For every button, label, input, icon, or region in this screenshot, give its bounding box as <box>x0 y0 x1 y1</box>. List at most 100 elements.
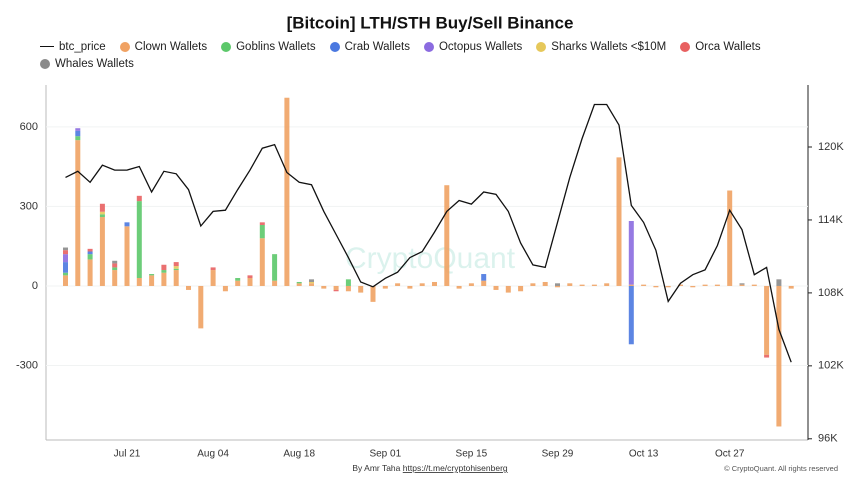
x-tick-label: Jul 21 <box>114 449 141 460</box>
x-tick-label: Oct 13 <box>629 449 659 460</box>
bar <box>272 280 278 286</box>
bar <box>382 285 388 289</box>
bar <box>235 280 241 286</box>
legend-swatch <box>329 41 340 52</box>
bar <box>333 285 339 290</box>
x-tick-label: Aug 18 <box>283 449 315 460</box>
y2-tick-label: 114K <box>818 214 844 226</box>
bar <box>173 268 179 271</box>
bar <box>75 140 81 286</box>
bar <box>173 262 179 267</box>
y2-tick-label: 120K <box>818 141 844 153</box>
bar <box>653 285 659 288</box>
bar <box>739 283 745 285</box>
bar <box>616 157 622 286</box>
bar <box>75 136 81 141</box>
x-tick-label: Sep 29 <box>542 449 574 460</box>
bar <box>173 266 179 269</box>
bar <box>259 222 265 225</box>
bar <box>555 283 560 286</box>
legend-swatch <box>40 46 54 47</box>
legend-label: Clown Wallets <box>134 40 208 53</box>
legend-item[interactable]: btc_price <box>40 39 106 54</box>
bar <box>678 284 683 286</box>
bar <box>284 97 290 286</box>
legend-label: Octopus Wallets <box>438 40 523 53</box>
bar <box>345 285 351 292</box>
bar <box>99 203 105 212</box>
bar <box>136 201 142 279</box>
legend-swatch <box>40 58 50 69</box>
bar <box>198 285 204 329</box>
legend-item[interactable]: Whales Wallets <box>40 56 134 71</box>
price-line <box>65 103 792 363</box>
bar <box>702 284 708 286</box>
bar <box>309 283 314 286</box>
legend-label: btc_price <box>59 40 106 53</box>
legend-item[interactable]: Clown Wallets <box>119 39 208 54</box>
bar <box>112 260 118 264</box>
bar <box>63 254 68 263</box>
footer-link[interactable]: https://t.me/cryptohisenberg <box>403 463 508 473</box>
bar <box>173 270 179 286</box>
legend-item[interactable]: Sharks Wallets <$10M <box>536 39 666 54</box>
bar <box>481 274 487 281</box>
bar <box>99 217 105 286</box>
bar <box>161 270 167 273</box>
legend-swatch <box>119 41 130 52</box>
bar <box>222 285 228 292</box>
bar <box>87 254 93 260</box>
bar <box>727 190 733 286</box>
bar <box>161 272 167 286</box>
bar <box>259 238 265 286</box>
x-tick-label: Sep 15 <box>456 449 488 460</box>
bar <box>764 285 770 355</box>
bar <box>63 275 68 286</box>
bar <box>63 250 68 255</box>
bar <box>210 270 216 286</box>
y-tick-label: 300 <box>20 200 38 212</box>
bar <box>124 222 130 227</box>
footer-author: By Amr Taha <box>352 463 400 473</box>
bar <box>235 278 241 281</box>
bar <box>75 130 81 137</box>
legend-item[interactable]: Goblins Wallets <box>221 39 316 54</box>
legend-item[interactable]: Orca Wallets <box>680 39 761 54</box>
x-tick-label: Sep 01 <box>369 449 401 460</box>
bar <box>149 275 155 286</box>
legend: btc_price Clown Wallets Goblins Wallets Cra… <box>40 39 830 71</box>
bar <box>358 285 364 293</box>
bar <box>99 211 105 215</box>
bar <box>321 285 327 289</box>
bar <box>63 262 68 273</box>
y-tick-label: 0 <box>32 280 38 292</box>
bar <box>481 280 487 286</box>
bar <box>395 283 401 286</box>
bar <box>407 285 413 289</box>
y-tick-label: 600 <box>20 121 38 133</box>
legend-item[interactable]: Octopus Wallets <box>423 39 523 54</box>
bar <box>628 284 634 286</box>
bar <box>309 279 314 282</box>
bar <box>776 279 782 286</box>
bar <box>210 267 216 271</box>
legend-swatch <box>221 41 232 52</box>
bar <box>161 264 167 271</box>
y-tick-label: -300 <box>16 359 38 371</box>
bar <box>63 272 68 276</box>
bar <box>136 195 142 202</box>
bar <box>468 283 474 286</box>
bar <box>555 285 560 288</box>
bar <box>788 285 794 289</box>
legend-item[interactable]: Crab Wallets <box>329 39 410 54</box>
bar <box>112 270 118 286</box>
footer-credit: By Amr Taha https://t.me/cryptohisenberg <box>352 463 508 473</box>
bar <box>542 281 548 286</box>
watermark: CryptoQuant <box>345 242 516 275</box>
bar <box>776 285 782 427</box>
legend-label: Whales Wallets <box>55 57 134 70</box>
bar <box>665 285 671 288</box>
bar <box>370 285 376 302</box>
legend-swatch <box>536 41 547 52</box>
